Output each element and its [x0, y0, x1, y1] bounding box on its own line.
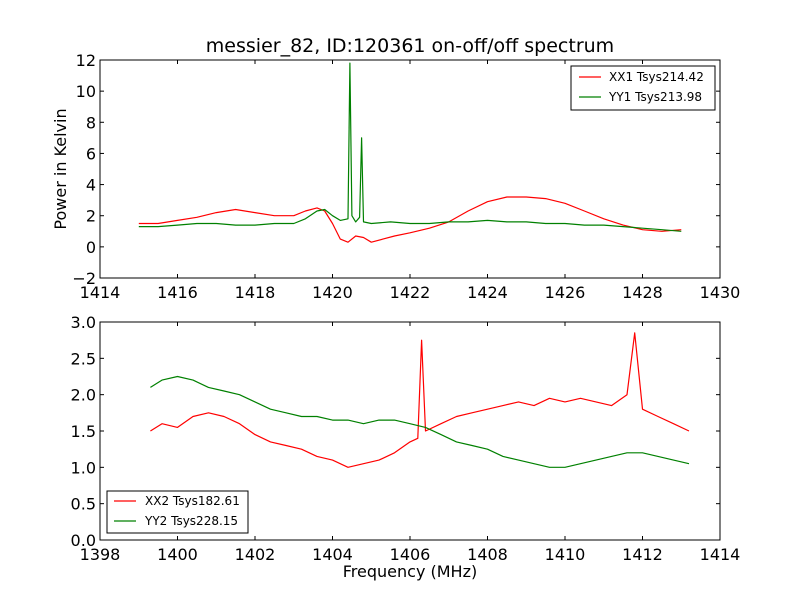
top-x-tick-label: 1426: [545, 283, 586, 302]
top-y-tick-label: 12: [76, 51, 96, 70]
bottom-x-tick-label: 1412: [622, 545, 663, 564]
top-y-tick-label: 10: [76, 82, 96, 101]
top-x-tick-label: 1418: [235, 283, 276, 302]
top-y-tick-label: 6: [86, 144, 96, 163]
bottom-series-line-2: [150, 375, 690, 468]
bottom-x-tick-label: 1414: [700, 545, 741, 564]
bottom-y-tick-label: 0.5: [71, 495, 96, 514]
bottom-y-tick-label: 2.0: [71, 386, 96, 405]
top-x-tick-label: 1430: [700, 283, 741, 302]
top-x-tick-label: 1414: [80, 283, 121, 302]
top-x-tick-label: 1420: [312, 283, 353, 302]
top-y-axis-label: Power in Kelvin: [51, 108, 70, 229]
bottom-ticks: 1398 1400 1402 1404 1406 1408 1410 1412 1414 0.0 0…: [71, 313, 741, 564]
bottom-x-tick-label: 1400: [157, 545, 198, 564]
bottom-x-tick-label: 1402: [235, 545, 276, 564]
legend-label-yy1: YY1 Tsys213.98: [608, 90, 702, 104]
bottom-legend: XX2 Tsys182.61 YY2 Tsys228.15: [106, 490, 249, 534]
top-x-tick-label: 1422: [390, 283, 431, 302]
top-x-tick-label: 1424: [467, 283, 508, 302]
bottom-legend-box: [106, 490, 249, 534]
bottom-y-tick-label: 1.5: [71, 422, 96, 441]
bottom-x-tick-label: 1398: [80, 545, 121, 564]
top-y-tick-label: 2: [86, 207, 96, 226]
bottom-y-tick-label: 0.0: [71, 531, 96, 550]
top-y-tick-label: −2: [72, 269, 96, 288]
top-series-line-1: [138, 196, 682, 243]
top-legend-box: [570, 65, 716, 111]
top-y-tick-label: 8: [86, 113, 96, 132]
top-ticks: 1414 1416 1418 1420 1422 1424 1426 1428 1430 −2 0 2…: [72, 51, 740, 302]
chart-title: messier_82, ID:120361 on-off/off spectru…: [206, 35, 614, 57]
top-series-line-2: [138, 62, 682, 232]
bottom-plot: Frequency (MHz) 1398 1400 1402 1404 1406 1408…: [71, 313, 741, 581]
bottom-x-tick-label: 1404: [312, 545, 353, 564]
bottom-x-axis-label: Frequency (MHz): [343, 562, 477, 581]
bottom-y-tick-label: 2.5: [71, 349, 96, 368]
top-series-group: [138, 62, 682, 243]
legend-label-xx1: XX1 Tsys214.42: [609, 70, 704, 84]
top-y-tick-label: 4: [86, 176, 96, 195]
bottom-series-line-1: [150, 332, 690, 468]
bottom-x-tick-label: 1408: [467, 545, 508, 564]
top-x-tick-label: 1416: [157, 283, 198, 302]
bottom-series-group: [150, 332, 690, 468]
legend-label-yy2: YY2 Tsys228.15: [144, 514, 238, 528]
top-legend: XX1 Tsys214.42 YY1 Tsys213.98: [570, 65, 716, 111]
bottom-x-tick-label: 1410: [545, 545, 586, 564]
bottom-x-tick-label: 1406: [390, 545, 431, 564]
legend-label-xx2: XX2 Tsys182.61: [145, 494, 240, 508]
top-plot: messier_82, ID:120361 on-off/off spectru…: [51, 35, 740, 302]
bottom-y-tick-label: 1.0: [71, 458, 96, 477]
top-y-tick-label: 0: [86, 238, 96, 257]
bottom-y-tick-label: 3.0: [71, 313, 96, 332]
top-x-tick-label: 1428: [622, 283, 663, 302]
